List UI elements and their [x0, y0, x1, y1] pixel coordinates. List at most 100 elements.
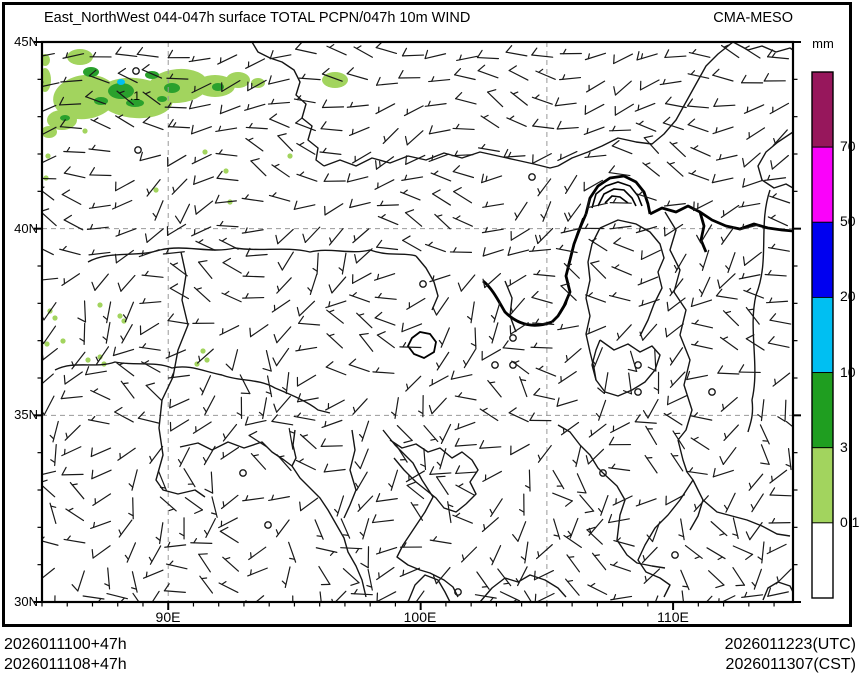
barb-half-feather [669, 288, 673, 294]
barb-feather [512, 533, 519, 542]
colorbar-label-20: 20 [840, 288, 856, 304]
barb-feather [302, 233, 306, 243]
barb-half-feather [218, 125, 222, 132]
wind-barb [42, 567, 55, 580]
barb-half-feather [245, 495, 249, 501]
wind-barb [429, 472, 452, 476]
wind-barb [482, 249, 504, 257]
barb-half-feather [561, 74, 566, 80]
barb-half-feather [439, 435, 444, 442]
wind-barb [210, 471, 214, 494]
wind-barb [120, 274, 136, 292]
barb-feather [477, 64, 486, 72]
barb-feather [608, 165, 616, 174]
barb-half-feather [482, 407, 488, 412]
barb-feather [348, 358, 357, 366]
wind-barb [406, 484, 425, 500]
barb-half-feather [568, 212, 572, 219]
barb-half-feather [587, 151, 591, 158]
wind-barb [712, 74, 734, 82]
barb-half-feather [662, 78, 666, 85]
axis-ticks [34, 41, 801, 610]
barb-half-feather [42, 186, 45, 189]
barb-half-feather [457, 423, 460, 430]
wind-barb [531, 296, 553, 304]
barb-feather [715, 288, 723, 297]
barb-half-feather [402, 189, 408, 194]
barb-half-feather [281, 580, 287, 586]
barb-half-feather [322, 147, 327, 153]
barb-half-feather [590, 429, 593, 436]
barb-half-feather [146, 188, 150, 195]
barb-half-feather [404, 174, 408, 181]
barb-feather [403, 439, 413, 444]
precip-dot [287, 153, 293, 159]
barb-feather [219, 526, 229, 532]
wind-barb [269, 118, 290, 128]
wind-barb [613, 242, 635, 252]
wind-barb [454, 443, 477, 447]
barb-feather [61, 189, 71, 196]
barb-half-feather [329, 551, 335, 556]
wind-barb [579, 494, 595, 512]
barb-feather [457, 282, 462, 292]
wind-barb [760, 444, 770, 465]
barb-feather [189, 100, 193, 110]
wind-barb [42, 325, 57, 345]
barb-half-feather [593, 554, 600, 557]
wind-barb [346, 176, 369, 183]
barb-feather [114, 253, 118, 264]
wind-barb [295, 122, 316, 132]
barb-half-feather [179, 532, 185, 537]
barb-half-feather [678, 534, 685, 538]
valid-time-utc: 2026011223(UTC) [724, 636, 856, 653]
barb-half-feather [352, 406, 356, 413]
barb-half-feather [644, 162, 651, 166]
barb-half-feather [694, 555, 701, 560]
barb-half-feather [586, 127, 589, 134]
wind-barb [163, 590, 186, 593]
barb-half-feather [273, 163, 280, 168]
precip-patch [67, 49, 93, 65]
barb-feather [346, 173, 351, 183]
precip-dot [223, 168, 229, 174]
barb-half-feather [328, 301, 331, 308]
barb-half-feather [510, 306, 514, 313]
wind-barb [532, 153, 552, 164]
barb-feather [169, 398, 172, 409]
wind-barb [614, 80, 632, 96]
barb-half-feather [168, 560, 174, 566]
barb-feather [664, 327, 668, 338]
wind-barb [231, 349, 239, 371]
barb-feather [58, 96, 65, 106]
barb-feather [745, 553, 754, 561]
barb-half-feather [568, 556, 575, 558]
barb-half-feather [351, 128, 354, 135]
barb-half-feather [458, 54, 462, 61]
barb-half-feather [723, 504, 728, 511]
wind-barb [269, 54, 292, 60]
barb-feather [711, 173, 716, 184]
barb-half-feather [457, 392, 463, 398]
wind-barb [647, 398, 659, 419]
wind-barb [245, 253, 268, 257]
river-detail [567, 217, 584, 267]
precip-patch [42, 54, 50, 66]
barb-half-feather [289, 557, 296, 560]
wind-barb [94, 273, 109, 291]
barb-half-feather [358, 433, 364, 439]
barb-half-feather [587, 292, 593, 297]
wind-barb [42, 484, 56, 498]
wind-barb [611, 145, 633, 155]
wind-barb [304, 226, 321, 243]
barb-feather [354, 461, 361, 470]
wind-barb [510, 322, 529, 335]
barb-half-feather [258, 411, 264, 417]
calm-wind-circle [264, 521, 272, 529]
barb-half-feather [732, 533, 739, 537]
barb-half-feather [338, 267, 344, 272]
barb-half-feather [91, 202, 95, 209]
province-boundary [323, 151, 559, 169]
barb-half-feather [455, 215, 461, 220]
barb-feather [590, 260, 600, 264]
